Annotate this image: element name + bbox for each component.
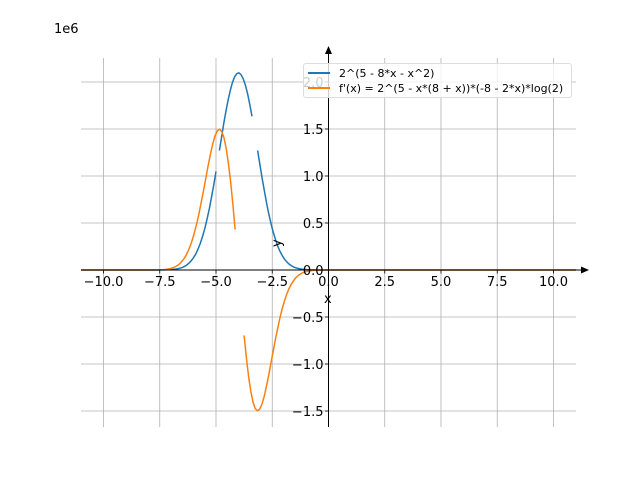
legend-label-f: 2^(5 - 8*x - x^2) xyxy=(339,66,435,80)
legend-label-df: f'(x) = 2^(5 - x*(8 + x))*(-8 - 2*x)*log… xyxy=(339,81,564,95)
series-line-f xyxy=(256,150,576,271)
legend-item-df: f'(x) = 2^(5 - x*(8 + x))*(-8 - 2*x)*log… xyxy=(308,81,563,95)
y-tick-label: 1.0 xyxy=(303,170,324,185)
y-tick-label: −1.0 xyxy=(292,358,324,373)
y-scale-label: 1e6 xyxy=(54,22,79,37)
y-tick-label: −0.5 xyxy=(292,311,324,326)
x-tick-label: 10.0 xyxy=(539,275,568,290)
x-axis-arrow-icon xyxy=(581,266,589,274)
legend-line-df xyxy=(308,87,330,89)
y-tick-label: −1.5 xyxy=(292,405,324,420)
x-tick-label: −10.0 xyxy=(84,275,124,290)
series-line-df xyxy=(81,128,236,271)
y-tick-label: 1.5 xyxy=(303,123,324,138)
series-line-df xyxy=(243,269,576,412)
legend-item-f: 2^(5 - 8*x - x^2) xyxy=(308,66,434,80)
legend-line-f xyxy=(308,72,330,74)
series-line-f xyxy=(218,72,253,151)
y-tick-label: 0.0 xyxy=(303,264,324,279)
x-axis-label: x xyxy=(324,292,332,307)
legend: 2^(5 - 8*x - x^2) f'(x) = 2^(5 - x*(8 + … xyxy=(303,63,572,98)
y-axis-arrow-icon xyxy=(325,46,332,54)
x-tick-label: 0.0 xyxy=(318,275,339,290)
x-tick-label: −2.5 xyxy=(256,275,288,290)
x-tick-label: −5.0 xyxy=(200,275,232,290)
y-tick-label: 0.5 xyxy=(303,217,324,232)
x-tick-label: 5.0 xyxy=(431,275,452,290)
series-line-f xyxy=(81,171,217,271)
x-tick-label: 7.5 xyxy=(487,275,508,290)
y-axis-label: y xyxy=(270,239,285,247)
x-tick-label: 2.5 xyxy=(374,275,395,290)
x-tick-label: −7.5 xyxy=(144,275,176,290)
